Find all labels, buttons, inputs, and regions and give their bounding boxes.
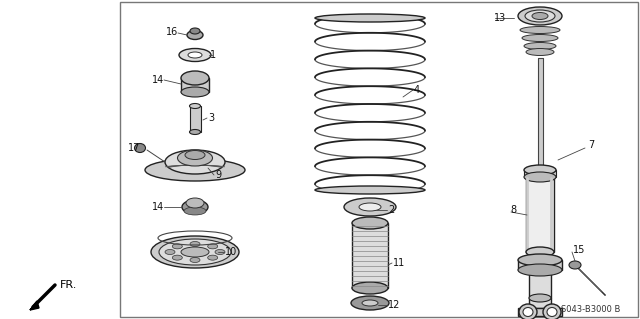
Text: 9: 9 <box>215 170 221 180</box>
Ellipse shape <box>207 255 218 260</box>
Text: 4: 4 <box>414 85 420 95</box>
Ellipse shape <box>165 150 225 174</box>
Text: 14: 14 <box>152 202 164 212</box>
Ellipse shape <box>518 7 562 25</box>
Text: S043-B3000 B: S043-B3000 B <box>561 306 620 315</box>
Bar <box>352 223 388 288</box>
Ellipse shape <box>181 247 209 257</box>
Ellipse shape <box>187 31 203 40</box>
Ellipse shape <box>190 241 200 247</box>
Polygon shape <box>30 301 39 310</box>
Ellipse shape <box>181 71 209 85</box>
Ellipse shape <box>189 130 200 135</box>
Polygon shape <box>30 285 55 310</box>
Text: 7: 7 <box>588 140 595 150</box>
Ellipse shape <box>344 198 396 216</box>
Bar <box>538 58 543 170</box>
Text: 16: 16 <box>166 27 179 37</box>
Ellipse shape <box>172 255 182 260</box>
Ellipse shape <box>188 52 202 58</box>
Bar <box>526 177 554 252</box>
Text: 8: 8 <box>510 205 516 215</box>
Text: 15: 15 <box>573 245 586 255</box>
Ellipse shape <box>547 308 557 316</box>
Bar <box>190 106 201 132</box>
Text: FR.: FR. <box>60 280 77 290</box>
Ellipse shape <box>518 254 562 266</box>
Ellipse shape <box>523 308 533 316</box>
Ellipse shape <box>134 144 145 152</box>
Text: 13: 13 <box>494 13 506 23</box>
Ellipse shape <box>159 239 231 265</box>
Ellipse shape <box>362 300 378 306</box>
Ellipse shape <box>518 264 562 276</box>
Bar <box>518 260 562 270</box>
Text: 2: 2 <box>388 205 394 215</box>
Ellipse shape <box>522 34 558 41</box>
Ellipse shape <box>190 28 200 34</box>
Ellipse shape <box>529 294 551 302</box>
Ellipse shape <box>181 87 209 97</box>
Text: 12: 12 <box>388 300 401 310</box>
Ellipse shape <box>177 150 212 166</box>
Ellipse shape <box>359 203 381 211</box>
Ellipse shape <box>165 249 175 255</box>
Ellipse shape <box>524 165 556 175</box>
Ellipse shape <box>351 296 389 310</box>
Text: 14: 14 <box>152 75 164 85</box>
Ellipse shape <box>182 200 208 214</box>
Ellipse shape <box>190 257 200 263</box>
Ellipse shape <box>532 12 548 19</box>
Ellipse shape <box>520 26 560 33</box>
Ellipse shape <box>315 14 425 22</box>
Ellipse shape <box>184 207 206 215</box>
Ellipse shape <box>524 42 556 49</box>
Text: 17: 17 <box>128 143 140 153</box>
Ellipse shape <box>179 48 211 62</box>
Text: 3: 3 <box>208 113 214 123</box>
Bar <box>529 298 551 308</box>
Ellipse shape <box>526 247 554 257</box>
Bar <box>181 78 209 92</box>
Ellipse shape <box>151 236 239 268</box>
Ellipse shape <box>529 266 551 273</box>
Ellipse shape <box>519 304 537 319</box>
Ellipse shape <box>569 261 581 269</box>
Bar <box>120 2 638 317</box>
Ellipse shape <box>352 282 388 294</box>
Ellipse shape <box>172 244 182 249</box>
Ellipse shape <box>352 217 388 229</box>
Text: 10: 10 <box>225 247 237 257</box>
Ellipse shape <box>186 198 204 208</box>
Bar <box>529 270 551 298</box>
Bar <box>518 308 562 316</box>
Ellipse shape <box>524 172 556 182</box>
Ellipse shape <box>185 151 205 160</box>
Ellipse shape <box>145 159 245 181</box>
Bar <box>524 170 556 177</box>
Ellipse shape <box>525 10 555 22</box>
Text: 1: 1 <box>210 50 216 60</box>
Ellipse shape <box>215 249 225 255</box>
Ellipse shape <box>526 48 554 56</box>
Ellipse shape <box>543 304 561 319</box>
Ellipse shape <box>189 103 200 108</box>
Polygon shape <box>573 263 605 295</box>
Ellipse shape <box>207 244 218 249</box>
Ellipse shape <box>315 186 425 194</box>
Text: 11: 11 <box>393 258 405 268</box>
